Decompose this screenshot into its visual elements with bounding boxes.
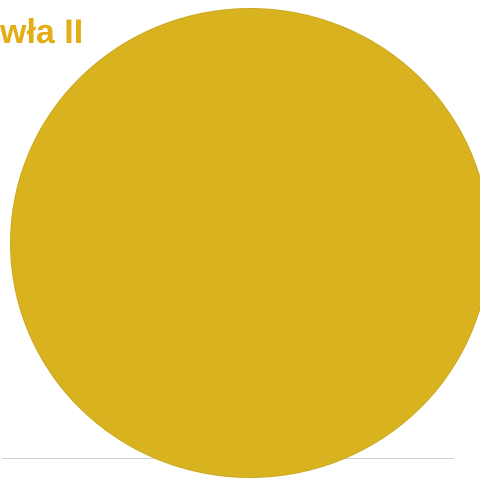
yellow-circle <box>10 8 480 478</box>
heading-text-fragment: wła II <box>0 13 84 51</box>
